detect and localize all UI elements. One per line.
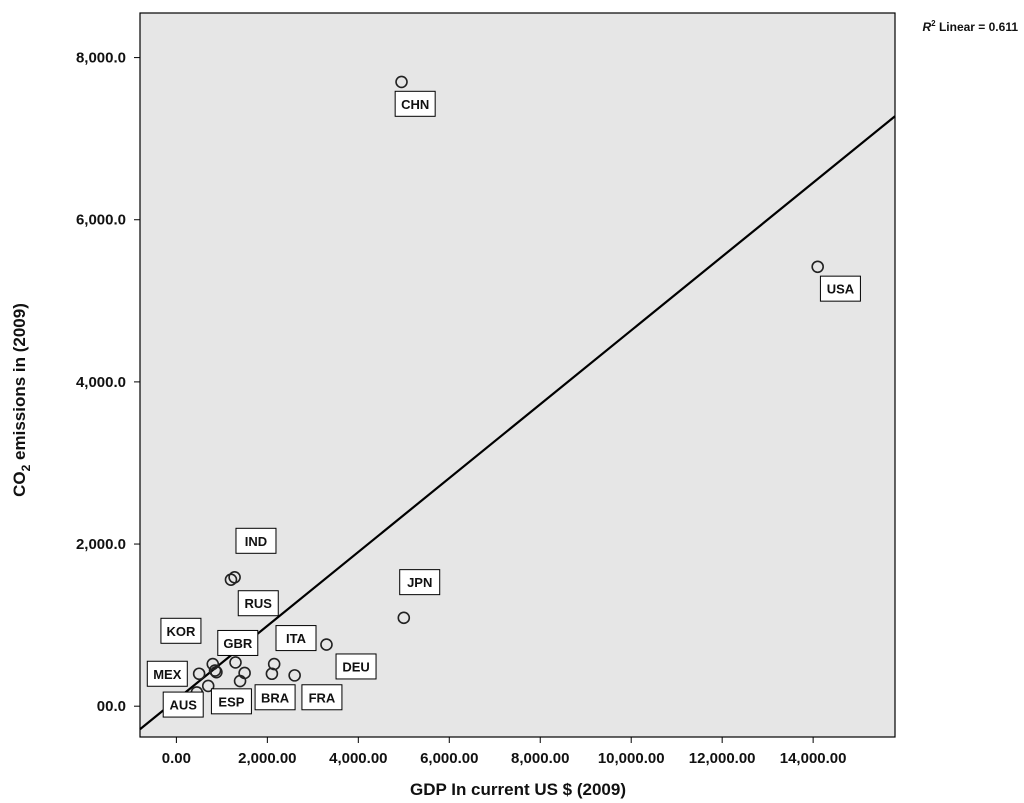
data-point <box>395 75 408 89</box>
data-point <box>210 665 223 679</box>
point-label: BRA <box>261 690 290 705</box>
data-point <box>233 674 247 688</box>
x-tick-label: 10,000.00 <box>598 750 665 767</box>
y-axis-ticks: 00.0 2,000.0 4,000.0 6,000.0 8,000.0 <box>76 50 140 715</box>
y-tick-label: 4,000.0 <box>76 374 126 391</box>
x-tick-label: 14,000.00 <box>780 750 847 767</box>
y-tick-label: 6,000.0 <box>76 212 126 229</box>
x-tick-label: 12,000.00 <box>689 750 756 767</box>
point-labels: CHN USA JPN IND RUS ITA DEU KOR GBR MEX FRA BRA ESP A… <box>146 90 861 718</box>
point-label-box <box>237 590 279 617</box>
y-tick-label: 8,000.0 <box>76 50 126 67</box>
point-label: IND <box>245 534 267 549</box>
data-point <box>397 611 411 625</box>
y-tick-label: 2,000.0 <box>76 536 126 553</box>
regression-line <box>139 115 896 731</box>
plot-area <box>139 12 896 738</box>
data-point <box>811 260 824 274</box>
x-axis-ticks: 0.00 2,000.00 4,000.00 6,000.00 8,000.00 10,0… <box>162 737 847 767</box>
point-label: USA <box>827 282 855 297</box>
x-tick-label: 8,000.00 <box>511 750 569 767</box>
point-label-box <box>301 684 343 711</box>
point-label: CHN <box>401 97 429 112</box>
data-point <box>265 667 279 681</box>
point-label-box <box>235 527 277 554</box>
point-label: ESP <box>218 694 244 709</box>
x-tick-label: 0.00 <box>162 750 191 767</box>
point-label-box <box>162 691 204 718</box>
data-point <box>288 669 301 682</box>
r-squared-label: R2 Linear = 0.611 <box>922 19 1018 34</box>
point-label-box <box>210 688 252 715</box>
point-label: MEX <box>153 667 182 682</box>
point-label-box <box>275 625 317 652</box>
point-label: AUS <box>169 698 197 713</box>
x-tick-label: 4,000.00 <box>329 750 387 767</box>
data-point <box>192 667 206 681</box>
y-tick-label: 00.0 <box>97 698 126 715</box>
point-label: ITA <box>286 631 307 646</box>
data-point <box>228 570 241 584</box>
point-label-box <box>160 617 202 644</box>
point-label-box <box>399 569 441 596</box>
point-label: DEU <box>342 659 369 674</box>
point-label-box <box>335 653 377 680</box>
data-point <box>208 664 222 677</box>
point-label: GBR <box>223 636 253 651</box>
point-label-box <box>819 275 861 302</box>
x-tick-label: 2,000.00 <box>238 750 296 767</box>
x-tick-label: 6,000.00 <box>420 750 478 767</box>
point-label: JPN <box>407 575 432 590</box>
point-label: RUS <box>245 596 273 611</box>
point-label-box <box>254 684 296 711</box>
point-label-box <box>146 660 188 687</box>
point-label: KOR <box>166 624 196 639</box>
data-point <box>320 638 333 651</box>
y-axis-title: CO2 emissions in (2009) <box>10 303 33 497</box>
data-point <box>206 657 220 671</box>
point-label: FRA <box>309 690 336 705</box>
point-label-box <box>394 90 436 117</box>
data-point <box>201 679 215 693</box>
data-point <box>229 656 242 669</box>
point-label-box <box>217 629 259 656</box>
x-axis-title: GDP In current US $ (2009) <box>410 780 626 799</box>
